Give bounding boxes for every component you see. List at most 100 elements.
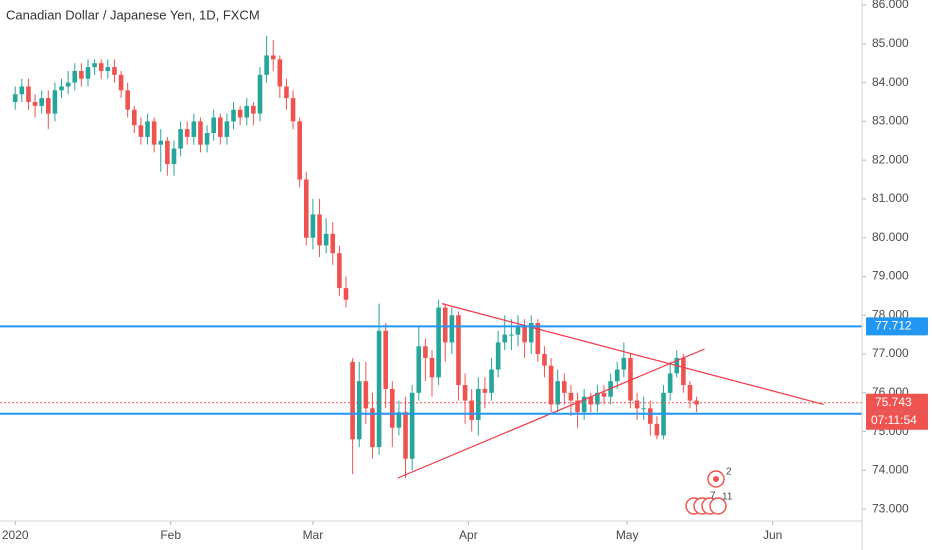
candle-body [595,392,600,405]
candle-body [284,86,289,99]
candle-body [614,369,620,382]
x-tick-label: May [616,528,639,542]
event-icon [713,476,719,482]
candle-body [317,214,322,246]
candle-body [337,253,342,289]
candle-body [52,90,58,114]
y-tick-label: 81.000 [872,191,909,205]
candle-body [105,67,111,71]
candle-body [542,354,547,366]
candle-body [303,179,309,238]
event-count: 7 [710,491,716,502]
candle-body [79,70,84,79]
candle-body [264,55,269,75]
candle-body [198,121,203,145]
candle-body [98,63,104,71]
candle-body [356,381,362,440]
event-markers[interactable]: 2 7 11 [685,467,733,515]
candle-body [12,94,18,102]
candle-body [39,98,44,106]
x-tick-label: 2020 [2,528,29,542]
price-label-box [866,393,928,412]
candle-body [469,400,474,420]
candle-body [178,129,183,149]
candle-body [290,98,296,122]
candle-body [575,400,580,413]
countdown-label: 07:11:54 [871,413,917,427]
candle-body [409,392,415,459]
candle-body [65,82,71,87]
candle-body [131,109,137,126]
candle-body [323,233,329,246]
candle-body [310,214,316,238]
y-tick-label: 83.000 [872,114,909,128]
candle-body [429,357,435,378]
event-count: 11 [722,492,733,503]
event-count: 2 [726,467,732,478]
trend-line [441,303,824,406]
candle-body [389,388,395,428]
candle-body [72,70,78,83]
candle-body [376,330,382,448]
candle-body [297,121,302,180]
candle-body [522,326,527,343]
candle-body [112,67,117,75]
candle-body [489,369,494,393]
candle-body [330,233,336,254]
candle-body [528,323,534,343]
y-tick-label: 73.000 [872,501,909,515]
candle-body [145,121,150,137]
candle-body [251,105,256,114]
candle-body [257,74,263,114]
y-tick-label: 79.000 [872,269,909,283]
candle-body [548,365,554,405]
price-label: 75.743 [875,395,912,409]
candle-body [449,315,455,343]
candle-body [184,129,190,137]
candle-body [151,121,157,145]
candle-body [85,67,91,79]
candle-body [244,105,250,118]
y-tick-label: 82.000 [872,152,909,166]
candle-body [502,334,508,343]
candle-body [456,315,461,386]
x-tick-label: Feb [160,528,181,542]
event-icon[interactable] [709,497,727,515]
candle-body [211,117,216,134]
x-tick-label: Mar [303,528,324,542]
candle-body [270,55,276,60]
candle-body [125,90,130,110]
candle-body [562,381,567,393]
candle-body [634,400,640,409]
candle-body [482,388,488,393]
countdown-box [866,411,928,430]
candle-body [118,74,124,91]
candle-body [92,63,97,68]
candle-body [535,323,541,355]
candle-body [171,148,177,165]
candle-body [45,98,51,114]
candle-body [231,109,236,122]
candle-body [204,133,210,145]
candle-body [363,381,369,409]
candle-body [681,357,686,386]
y-tick-label: 86.000 [872,0,909,11]
candle-body [648,408,653,424]
candle-body [26,86,31,102]
candle-body [277,59,283,87]
candle-body [138,125,144,137]
candle-body [515,326,521,335]
x-tick-label: Apr [459,528,478,542]
candle-body [687,385,693,401]
candle-body [59,86,64,91]
candle-body [555,381,560,405]
candle-body [416,346,422,393]
candle-body [641,408,646,410]
y-tick-label: 80.000 [872,230,909,244]
candle-body [476,388,481,420]
candle-body [588,396,594,405]
candle-body [370,408,375,448]
candle-body [224,121,230,137]
candle-body [436,307,441,378]
